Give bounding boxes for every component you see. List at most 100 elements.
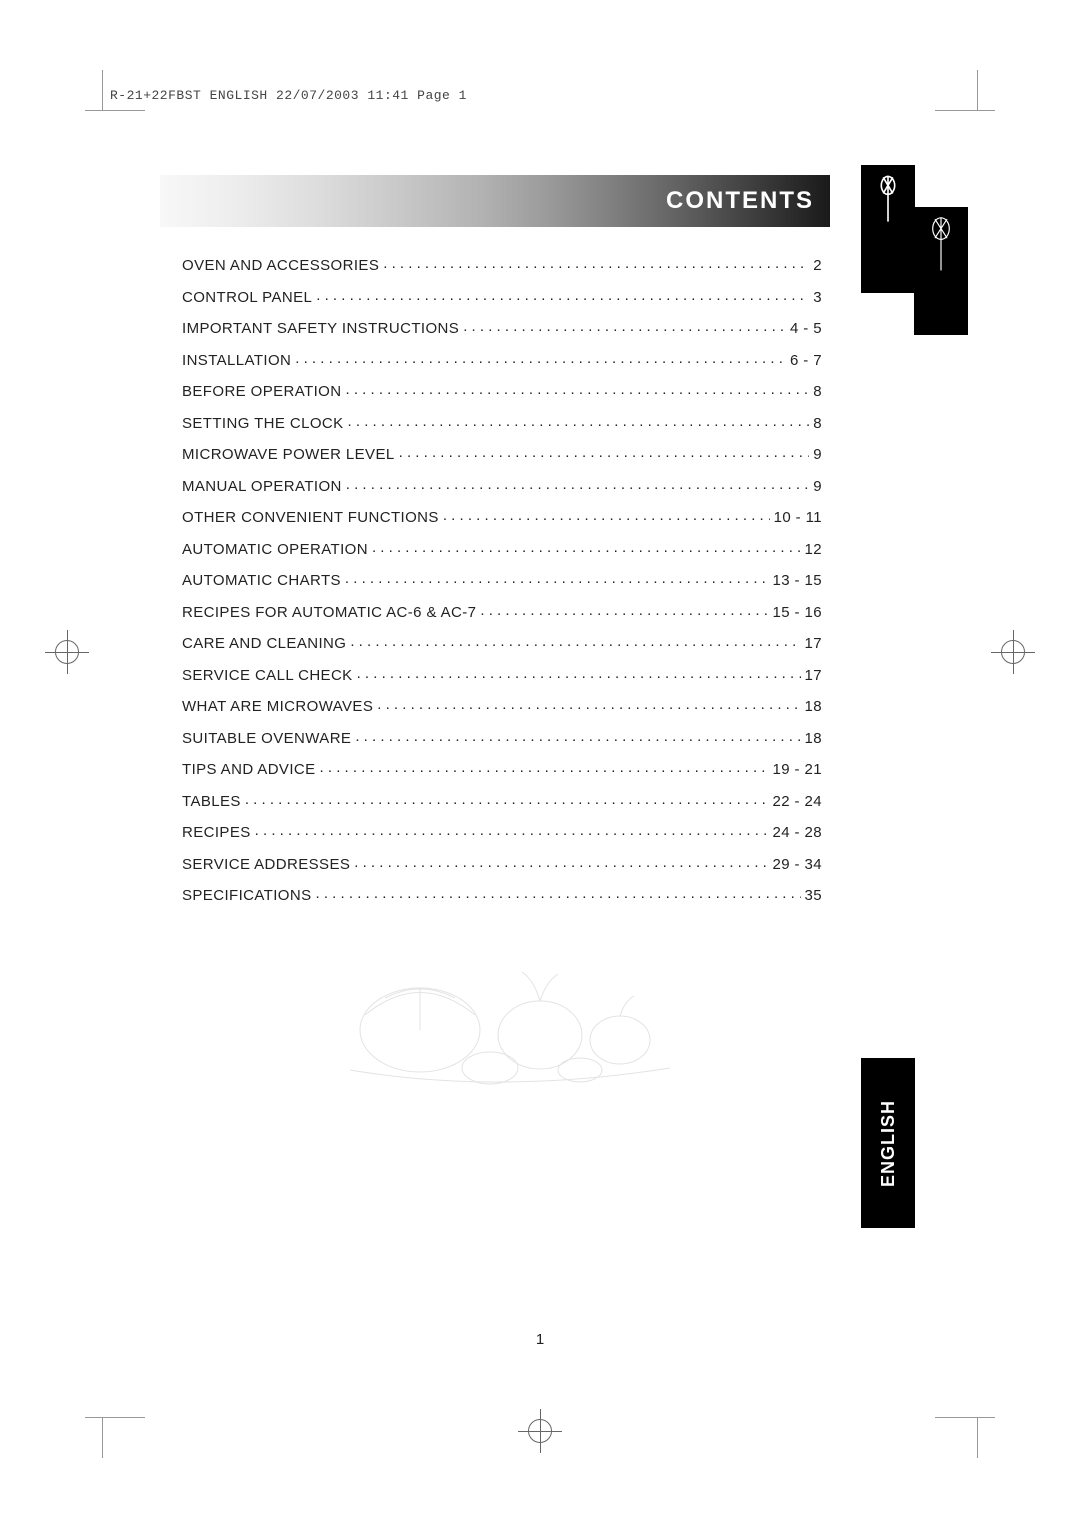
crop-mark-top-right [977, 70, 995, 110]
toc-row: SPECIFICATIONS 35 [182, 885, 822, 904]
toc-page: 15 - 16 [773, 604, 823, 621]
toc-dot-leader [345, 570, 769, 585]
toc-row: OVEN AND ACCESSORIES 2 [182, 255, 822, 274]
toc-dot-leader [316, 885, 801, 900]
toc-label: CONTROL PANEL [182, 289, 312, 306]
toc-label: TABLES [182, 793, 241, 810]
toc-page: 6 - 7 [790, 352, 822, 369]
side-tab-cook-icon [861, 165, 915, 293]
toc-row: AUTOMATIC CHARTS 13 - 15 [182, 570, 822, 589]
toc-label: INSTALLATION [182, 352, 291, 369]
toc-label: OVEN AND ACCESSORIES [182, 257, 379, 274]
toc-dot-leader [345, 381, 809, 396]
toc-row: CONTROL PANEL 3 [182, 287, 822, 306]
toc-page: 17 [805, 635, 823, 652]
toc-page: 8 [813, 383, 822, 400]
toc-label: SPECIFICATIONS [182, 887, 312, 904]
toc-dot-leader [372, 539, 801, 554]
toc-dot-leader [245, 791, 769, 806]
toc-row: CARE AND CLEANING 17 [182, 633, 822, 652]
toc-row: SERVICE ADDRESSES 29 - 34 [182, 854, 822, 873]
toc-page: 13 - 15 [773, 572, 823, 589]
crop-mark-top-left [85, 70, 103, 110]
toc-row: MANUAL OPERATION9 [182, 476, 822, 495]
toc-label: SERVICE ADDRESSES [182, 856, 350, 873]
toc-page: 12 [805, 541, 823, 558]
toc-label: MICROWAVE POWER LEVEL [182, 446, 395, 463]
toc-row: SETTING THE CLOCK 8 [182, 413, 822, 432]
toc-page: 18 [805, 698, 823, 715]
toc-page: 2 [813, 257, 822, 274]
toc-page: 8 [813, 415, 822, 432]
toc-label: BEFORE OPERATION [182, 383, 341, 400]
registration-mark-bottom [528, 1419, 552, 1443]
toc-row: RECIPES FOR AUTOMATIC AC-6 & AC-7 15 - 16 [182, 602, 822, 621]
toc-page: 18 [805, 730, 823, 747]
toc-row: TABLES 22 - 24 [182, 791, 822, 810]
toc-label: AUTOMATIC CHARTS [182, 572, 341, 589]
toc-label: IMPORTANT SAFETY INSTRUCTIONS [182, 320, 459, 337]
toc-row: MICROWAVE POWER LEVEL 9 [182, 444, 822, 463]
toc-label: SERVICE CALL CHECK [182, 667, 353, 684]
toc-page: 4 - 5 [790, 320, 822, 337]
toc-dot-leader [295, 350, 786, 365]
toc-row: WHAT ARE MICROWAVES 18 [182, 696, 822, 715]
toc-page: 29 - 34 [773, 856, 823, 873]
language-tab-text: ENGLISH [878, 1099, 899, 1186]
toc-row: IMPORTANT SAFETY INSTRUCTIONS 4 - 5 [182, 318, 822, 337]
toc-label: RECIPES [182, 824, 251, 841]
toc-dot-leader [383, 255, 809, 270]
toc-label: TIPS AND ADVICE [182, 761, 316, 778]
page-number: 1 [536, 1331, 544, 1348]
toc-page: 10 - 11 [774, 509, 822, 526]
toc-label: AUTOMATIC OPERATION [182, 541, 368, 558]
toc-row: SERVICE CALL CHECK 17 [182, 665, 822, 684]
whisk-outline-icon [924, 217, 958, 275]
toc-row: RECIPES 24 - 28 [182, 822, 822, 841]
toc-dot-leader [348, 413, 810, 428]
toc-dot-leader [399, 444, 810, 459]
title-bar: CONTENTS [160, 175, 830, 227]
toc-dot-leader [377, 696, 800, 711]
toc-dot-leader [480, 602, 768, 617]
toc-page: 19 - 21 [773, 761, 823, 778]
toc-dot-leader [443, 507, 770, 522]
language-tab: ENGLISH [861, 1058, 915, 1228]
toc-row: TIPS AND ADVICE 19 - 21 [182, 759, 822, 778]
toc-page: 24 - 28 [773, 824, 823, 841]
toc-row: INSTALLATION 6 - 7 [182, 350, 822, 369]
toc-row: OTHER CONVENIENT FUNCTIONS 10 - 11 [182, 507, 822, 526]
toc-dot-leader [346, 476, 809, 491]
toc-page: 35 [805, 887, 823, 904]
toc-row: AUTOMATIC OPERATION 12 [182, 539, 822, 558]
crop-mark-bottom-left [85, 1418, 103, 1458]
whisk-icon [873, 175, 903, 227]
toc-label: SETTING THE CLOCK [182, 415, 344, 432]
toc-label: CARE AND CLEANING [182, 635, 346, 652]
side-tab-cook-icon-outline [914, 207, 968, 335]
toc-dot-leader [320, 759, 769, 774]
table-of-contents: OVEN AND ACCESSORIES 2 CONTROL PANEL 3 IMPOR… [182, 255, 822, 917]
toc-page: 17 [805, 667, 823, 684]
toc-label: RECIPES FOR AUTOMATIC AC-6 & AC-7 [182, 604, 476, 621]
toc-page: 3 [813, 289, 822, 306]
toc-label: WHAT ARE MICROWAVES [182, 698, 373, 715]
title-text: CONTENTS [666, 187, 814, 215]
toc-dot-leader [463, 318, 786, 333]
toc-page: 22 - 24 [773, 793, 823, 810]
toc-row: SUITABLE OVENWARE 18 [182, 728, 822, 747]
toc-label: MANUAL OPERATION [182, 478, 342, 495]
toc-dot-leader [354, 854, 768, 869]
toc-dot-leader [355, 728, 800, 743]
toc-dot-leader [255, 822, 769, 837]
registration-mark-left [55, 640, 79, 664]
crop-mark-bottom-right [977, 1418, 995, 1458]
toc-dot-leader [316, 287, 809, 302]
toc-label: OTHER CONVENIENT FUNCTIONS [182, 509, 439, 526]
toc-page: 9 [813, 446, 822, 463]
registration-mark-right [1001, 640, 1025, 664]
toc-label: SUITABLE OVENWARE [182, 730, 351, 747]
prepress-header: R-21+22FBST ENGLISH 22/07/2003 11:41 Pag… [110, 88, 467, 103]
toc-row: BEFORE OPERATION 8 [182, 381, 822, 400]
toc-dot-leader [357, 665, 801, 680]
